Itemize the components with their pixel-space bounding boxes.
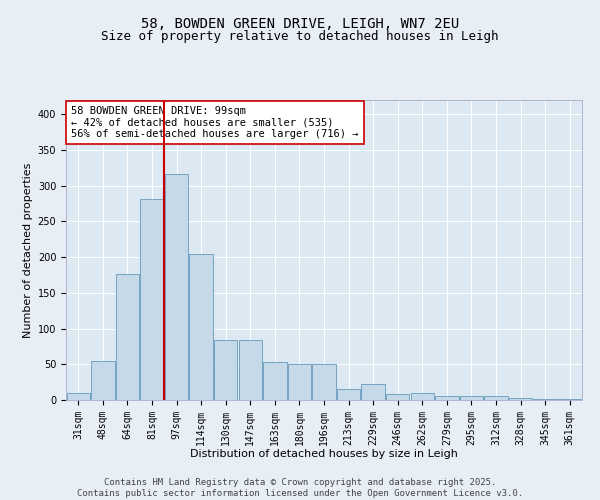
Bar <box>140 200 164 400</box>
Bar <box>533 398 557 400</box>
Bar <box>67 393 90 400</box>
Bar <box>361 384 385 400</box>
Bar <box>165 174 188 400</box>
Bar <box>386 394 409 400</box>
Bar <box>116 274 139 400</box>
Text: 58, BOWDEN GREEN DRIVE, LEIGH, WN7 2EU: 58, BOWDEN GREEN DRIVE, LEIGH, WN7 2EU <box>141 18 459 32</box>
Bar <box>313 364 335 400</box>
Bar <box>435 396 458 400</box>
Bar <box>288 364 311 400</box>
Y-axis label: Number of detached properties: Number of detached properties <box>23 162 34 338</box>
Text: Contains HM Land Registry data © Crown copyright and database right 2025.
Contai: Contains HM Land Registry data © Crown c… <box>77 478 523 498</box>
Bar <box>263 362 287 400</box>
Bar <box>337 390 360 400</box>
Bar <box>410 393 434 400</box>
Bar <box>214 340 238 400</box>
Bar <box>190 254 213 400</box>
Text: 58 BOWDEN GREEN DRIVE: 99sqm
← 42% of detached houses are smaller (535)
56% of s: 58 BOWDEN GREEN DRIVE: 99sqm ← 42% of de… <box>71 106 359 139</box>
Bar <box>558 398 581 400</box>
Text: Size of property relative to detached houses in Leigh: Size of property relative to detached ho… <box>101 30 499 43</box>
X-axis label: Distribution of detached houses by size in Leigh: Distribution of detached houses by size … <box>190 449 458 459</box>
Bar <box>509 398 532 400</box>
Bar <box>460 396 483 400</box>
Bar <box>91 362 115 400</box>
Bar <box>239 340 262 400</box>
Bar <box>484 396 508 400</box>
